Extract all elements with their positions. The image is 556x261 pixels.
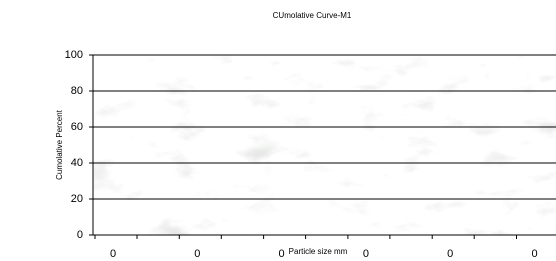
- y-tick-label: 80: [71, 85, 83, 97]
- y-tick-label: 40: [71, 157, 83, 169]
- x-tick-label: 0: [531, 248, 537, 260]
- y-tick-label: 100: [65, 49, 83, 61]
- x-tick-label: 0: [363, 248, 369, 260]
- x-tick-label: 0: [279, 248, 285, 260]
- y-tick-label: 60: [71, 121, 83, 133]
- y-axis-label: Cumolative Percent: [55, 109, 64, 180]
- x-tick-label: 0: [194, 248, 200, 260]
- chart-title: CUmolative Curve-M1: [273, 11, 352, 20]
- y-tick-label: 20: [71, 193, 83, 205]
- y-tick-label: 0: [77, 229, 83, 241]
- x-tick-label: 0: [110, 248, 116, 260]
- x-axis-label: Particle size mm: [289, 247, 348, 256]
- chart: CUmolative Curve-M1 Cumolative Percent P…: [0, 0, 556, 261]
- plot-background: [93, 55, 556, 235]
- x-tick-label: 0: [447, 248, 453, 260]
